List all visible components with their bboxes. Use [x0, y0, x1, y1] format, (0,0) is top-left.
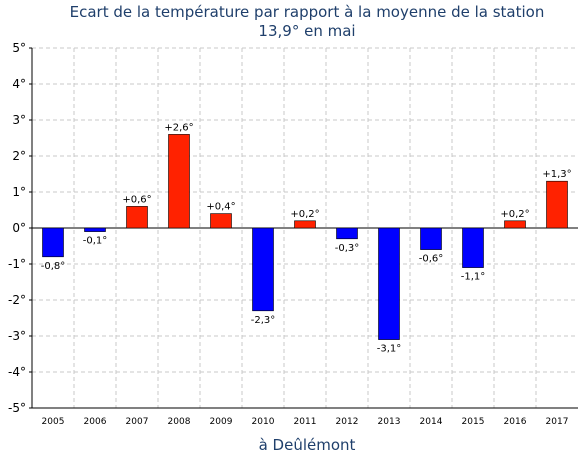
data-labels: -0,8° -0,1° +0,6° +2,6° +0,4° -2,3° +0,2° -0,3°… [41, 122, 572, 354]
x-axis-label: à Deûlémont [259, 436, 356, 454]
data-label: -0,3° [335, 243, 360, 254]
data-label: +1,3° [542, 169, 571, 180]
x-tick-label: 2016 [504, 417, 527, 427]
x-tick-label: 2017 [546, 417, 569, 427]
x-tick-label: 2013 [378, 417, 401, 427]
x-tick-label: 2009 [210, 417, 233, 427]
data-label: +0,2° [290, 209, 319, 220]
x-tick-label: 2012 [336, 417, 359, 427]
chart-subtitle: 13,9° en mai [258, 22, 355, 40]
x-tick-label: 2007 [126, 417, 149, 427]
bar-2009 [210, 213, 232, 229]
data-label: +2,6° [164, 122, 193, 133]
bars [42, 134, 568, 340]
y-tick-label: 2° [12, 149, 26, 163]
bar-2005 [42, 227, 64, 258]
y-tick-label: -3° [8, 329, 26, 343]
data-label: +0,4° [206, 202, 235, 213]
x-tick-label: 2011 [294, 417, 317, 427]
bar-2016 [504, 220, 526, 229]
bar-2014 [420, 227, 442, 250]
bar-2013 [378, 227, 400, 340]
y-tick-label: 3° [12, 113, 26, 127]
data-label: -0,8° [41, 261, 66, 272]
x-tick-label: 2014 [420, 417, 443, 427]
axes: 5° 4° 3° 2° 1° 0° -1° -2° -3° -4° -5° 2005 2006 2007 2… [8, 41, 578, 427]
y-tick-label: 1° [12, 185, 26, 199]
data-label: +0,6° [122, 194, 151, 205]
data-label: -1,1° [461, 272, 486, 283]
bar-2006 [84, 227, 106, 232]
y-tick-label: 5° [12, 41, 26, 55]
x-tick-label: 2006 [84, 417, 107, 427]
y-tick-label: 4° [12, 77, 26, 91]
bar-2011 [294, 220, 316, 229]
grid [32, 47, 578, 409]
data-label: +0,2° [500, 209, 529, 220]
data-label: -0,1° [83, 236, 108, 247]
y-tick-label: -2° [8, 293, 26, 307]
bar-2007 [126, 206, 148, 229]
x-tick-label: 2005 [42, 417, 65, 427]
y-tick-label: -1° [8, 257, 26, 271]
bar-2010 [252, 227, 274, 312]
bar-2017 [546, 180, 568, 229]
data-label: -2,3° [251, 315, 276, 326]
y-tick-label: -4° [8, 365, 26, 379]
y-tick-label: 0° [12, 221, 26, 235]
x-tick-label: 2010 [252, 417, 275, 427]
x-tick-label: 2015 [462, 417, 485, 427]
data-label: -3,1° [377, 344, 402, 355]
bar-2015 [462, 227, 484, 268]
data-label: -0,6° [419, 254, 444, 265]
y-tick-label: -5° [8, 401, 26, 415]
x-tick-label: 2008 [168, 417, 191, 427]
bar-2012 [336, 227, 358, 240]
chart-title: Ecart de la température par rapport à la… [70, 3, 545, 21]
bar-2008 [168, 134, 190, 229]
